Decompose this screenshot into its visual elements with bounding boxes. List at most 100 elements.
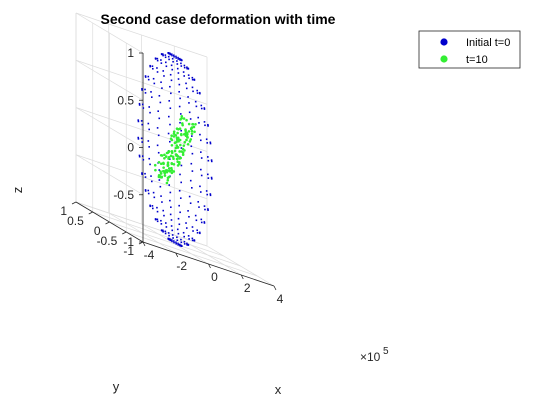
legend[interactable]: Initial t=0 t=10 (418, 30, 521, 69)
t10-point (187, 122, 191, 126)
initial-point (183, 66, 186, 69)
initial-point (196, 89, 198, 92)
initial-point (200, 174, 203, 177)
initial-point (187, 74, 190, 76)
t10-point (159, 172, 163, 175)
initial-point (141, 172, 143, 174)
initial-point (160, 53, 163, 56)
t10-point (185, 135, 189, 139)
initial-point (171, 54, 173, 57)
initial-point (203, 108, 206, 110)
x-tick-mark (240, 274, 244, 280)
initial-point (180, 62, 182, 65)
initial-point (198, 122, 200, 124)
initial-point (199, 92, 201, 95)
x-tick-mark (142, 241, 146, 247)
initial-point (171, 234, 174, 236)
t10-point (163, 174, 167, 177)
y-axis-label: y (113, 379, 120, 394)
initial-point (162, 209, 165, 212)
initial-point (169, 107, 172, 110)
initial-point (196, 92, 199, 94)
initial-point (144, 172, 146, 175)
initial-point (193, 239, 196, 241)
initial-point (147, 122, 150, 125)
initial-point (185, 227, 188, 229)
initial-point (199, 139, 202, 142)
initial-point (147, 78, 150, 81)
initial-point (205, 190, 208, 192)
initial-point (164, 230, 167, 233)
t10-point (192, 125, 196, 129)
initial-point (158, 117, 161, 120)
initial-point (175, 242, 177, 245)
initial-point (154, 58, 157, 60)
initial-point (207, 125, 209, 127)
initial-point (186, 242, 188, 245)
t10-point (184, 128, 187, 131)
initial-point (152, 77, 155, 80)
y-tick-label: -1 (123, 244, 134, 258)
t10-point (159, 153, 163, 157)
legend-marker-t10 (440, 55, 448, 63)
x-tick-mark (273, 285, 277, 291)
t10-point (170, 151, 174, 155)
initial-point (160, 229, 163, 232)
legend-label-t10: t=10 (466, 54, 488, 66)
initial-point (167, 132, 170, 135)
initial-point (156, 67, 158, 69)
t10-point (188, 140, 192, 143)
initial-point (141, 103, 144, 106)
initial-point (173, 241, 175, 244)
initial-point (210, 176, 213, 179)
initial-point (165, 61, 167, 64)
t10-point (176, 146, 180, 149)
legend-label-initial: Initial t=0 (466, 37, 510, 49)
t10-point (174, 134, 178, 137)
t10-point (186, 142, 190, 146)
initial-point (149, 163, 151, 166)
initial-point (173, 240, 175, 242)
initial-point (140, 137, 143, 140)
t10-point (180, 150, 183, 153)
initial-point (178, 90, 180, 93)
initial-point (194, 100, 197, 103)
initial-point (191, 237, 194, 240)
t10-point (187, 130, 191, 133)
t10-point (178, 127, 182, 131)
t10-point (190, 126, 193, 130)
initial-point (137, 138, 140, 140)
initial-point (175, 57, 177, 59)
t10-point (190, 132, 194, 135)
initial-point (144, 176, 147, 178)
initial-point (152, 207, 154, 210)
t10-point (178, 161, 181, 164)
t10-point (189, 138, 193, 141)
t10-point (163, 157, 166, 160)
x-tick-label: 4 (277, 292, 284, 306)
initial-point (207, 209, 209, 211)
initial-point (189, 179, 192, 182)
initial-point (148, 146, 150, 148)
initial-point (186, 66, 188, 69)
initial-point (190, 162, 193, 165)
initial-point (168, 184, 171, 186)
initial-point (207, 123, 209, 126)
grid-wallx-z (75, 107, 144, 148)
initial-point (170, 225, 173, 227)
t10-point (165, 181, 169, 185)
initial-point (141, 88, 143, 90)
initial-point (179, 197, 182, 199)
t10-point (181, 153, 185, 157)
initial-point (198, 206, 200, 208)
t10-point (182, 117, 186, 120)
initial-point (203, 205, 206, 207)
initial-point (209, 193, 212, 195)
initial-point (144, 75, 147, 77)
initial-point (148, 128, 150, 131)
initial-point (168, 234, 170, 237)
initial-point (171, 240, 173, 243)
initial-point (163, 214, 165, 217)
initial-point (168, 52, 170, 55)
x-tick-label: -4 (144, 248, 155, 262)
